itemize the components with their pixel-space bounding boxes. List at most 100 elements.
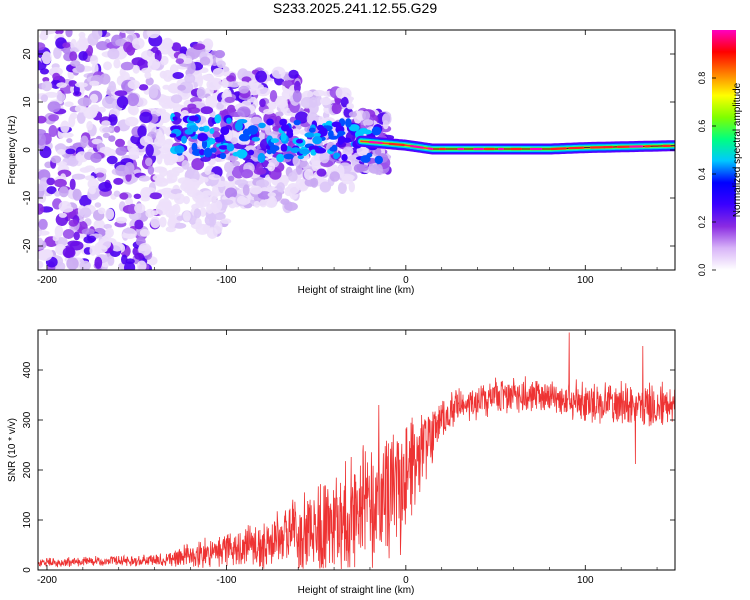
spectrogram-cell: [195, 223, 210, 235]
spectrogram-cell: [62, 42, 71, 48]
spectrogram-cell: [115, 138, 125, 148]
y-tick-label: 0: [22, 567, 33, 573]
spectrogram-cell: [120, 61, 134, 71]
spectrogram-cell: [107, 255, 115, 266]
spectrogram-cell: [62, 247, 76, 259]
spectrogram-cell: [65, 148, 76, 155]
spectrogram-cell: [329, 146, 337, 152]
spectrogram-peak: [568, 146, 585, 150]
spectrogram-cell: [280, 132, 287, 142]
spectrogram-cell: [150, 216, 161, 229]
spectrogram-cell: [172, 203, 181, 215]
spectrogram-cell: [105, 227, 114, 238]
spectrogram-cell: [139, 229, 150, 237]
spectrogram-cell: [315, 147, 327, 154]
spectrogram-cell: [84, 175, 95, 181]
spectrogram-cell: [138, 84, 149, 91]
spectrogram-cell: [244, 117, 252, 128]
spectrogram-cell: [159, 216, 167, 228]
snr-panel: -200 -100 0 100 0 100 200 300 400 Height of str…: [7, 329, 676, 596]
spectrogram-cell: [253, 200, 261, 208]
spectrogram-cell: [226, 117, 232, 124]
spectrogram-cell: [69, 240, 84, 251]
spectrogram-cell: [133, 193, 142, 199]
spectrogram-cell: [270, 144, 277, 154]
spectrogram-cell: [56, 82, 68, 88]
spectrogram-cell: [123, 41, 133, 53]
spectrogram-cell: [342, 146, 354, 155]
spectrogram-cell: [317, 124, 324, 131]
spectrogram-cell: [304, 132, 316, 138]
spectrogram-cell: [199, 56, 211, 66]
spectrogram-cell: [56, 161, 67, 167]
spectrogram-cell: [333, 152, 339, 160]
spectrogram-cell: [89, 80, 100, 87]
spectrogram-cell: [256, 87, 271, 97]
spectrogram-cell: [69, 47, 80, 53]
spectrogram-cell: [203, 147, 213, 158]
spectrogram-cell: [312, 89, 326, 97]
y-tick-label: 400: [22, 361, 33, 378]
spectrogram-x-label: Height of straight line (km): [298, 285, 415, 296]
spectrogram-cell: [267, 196, 278, 208]
spectrogram-cell: [149, 192, 162, 200]
spectrogram-cell: [134, 252, 145, 260]
spectrogram-cell: [97, 106, 106, 113]
spectrogram-cell: [247, 149, 255, 156]
spectrogram-cell: [283, 153, 294, 160]
spectrogram-cell: [113, 177, 124, 185]
spectrogram-cell: [123, 227, 135, 234]
spectrogram-cell: [331, 121, 341, 128]
spectrogram-cell: [308, 127, 316, 133]
spectrogram-cell: [38, 230, 50, 236]
spectrogram-cell: [90, 54, 99, 65]
spectrogram-cell: [348, 181, 355, 193]
spectrogram-cell: [170, 188, 183, 195]
spectrogram-cell: [255, 179, 270, 188]
spectrogram-cell: [257, 152, 266, 163]
x-tick-label: 0: [403, 275, 409, 286]
spectrogram-cell: [38, 260, 44, 269]
spectrogram-cell: [259, 98, 266, 108]
spectrogram-cell: [91, 30, 103, 40]
spectrogram-cell: [299, 148, 311, 155]
spectrogram-cell: [129, 104, 139, 116]
spectrogram-cell: [98, 181, 112, 192]
spectrogram-cell: [206, 227, 218, 239]
spectrogram-cell: [382, 113, 392, 125]
spectrogram-cell: [171, 42, 182, 52]
spectrogram-cell: [184, 73, 196, 84]
spectrogram-cell: [41, 80, 53, 92]
spectrogram-cell: [270, 138, 279, 144]
spectrogram-cell: [312, 136, 323, 145]
spectrogram-cell: [219, 152, 227, 160]
spectrogram-cell: [97, 207, 106, 215]
spectrogram-cell: [134, 203, 146, 214]
spectrogram-cell: [258, 122, 266, 129]
spectrogram-cell: [89, 93, 99, 104]
spectrogram-cell: [138, 175, 151, 182]
spectrogram-cell: [343, 137, 352, 143]
spectrogram-cell: [92, 108, 99, 115]
spectrogram-cell: [77, 97, 92, 107]
spectrogram-cell: [116, 95, 129, 109]
spectrogram-cell: [280, 143, 288, 152]
spectrogram-cell: [87, 235, 97, 243]
spectrogram-cell: [310, 177, 319, 188]
spectrogram-cell: [193, 208, 202, 219]
spectrogram-cell: [366, 152, 373, 158]
spectrogram-cell: [62, 229, 75, 239]
spectrogram-cell: [205, 95, 218, 109]
spectrogram-cell: [146, 30, 161, 39]
spectrogram-cell: [257, 191, 272, 200]
spectrogram-cell: [158, 198, 172, 211]
spectrogram-cell: [281, 80, 293, 87]
spectrogram-cell: [115, 146, 127, 156]
spectrogram-cell: [236, 149, 248, 159]
spectrogram-cell: [343, 174, 355, 181]
snr-x-ticks: -200 -100 0 100: [37, 330, 658, 586]
spectrogram-cell: [242, 184, 250, 196]
spectrogram-cell: [251, 136, 260, 142]
spectrogram-cell: [200, 106, 214, 115]
